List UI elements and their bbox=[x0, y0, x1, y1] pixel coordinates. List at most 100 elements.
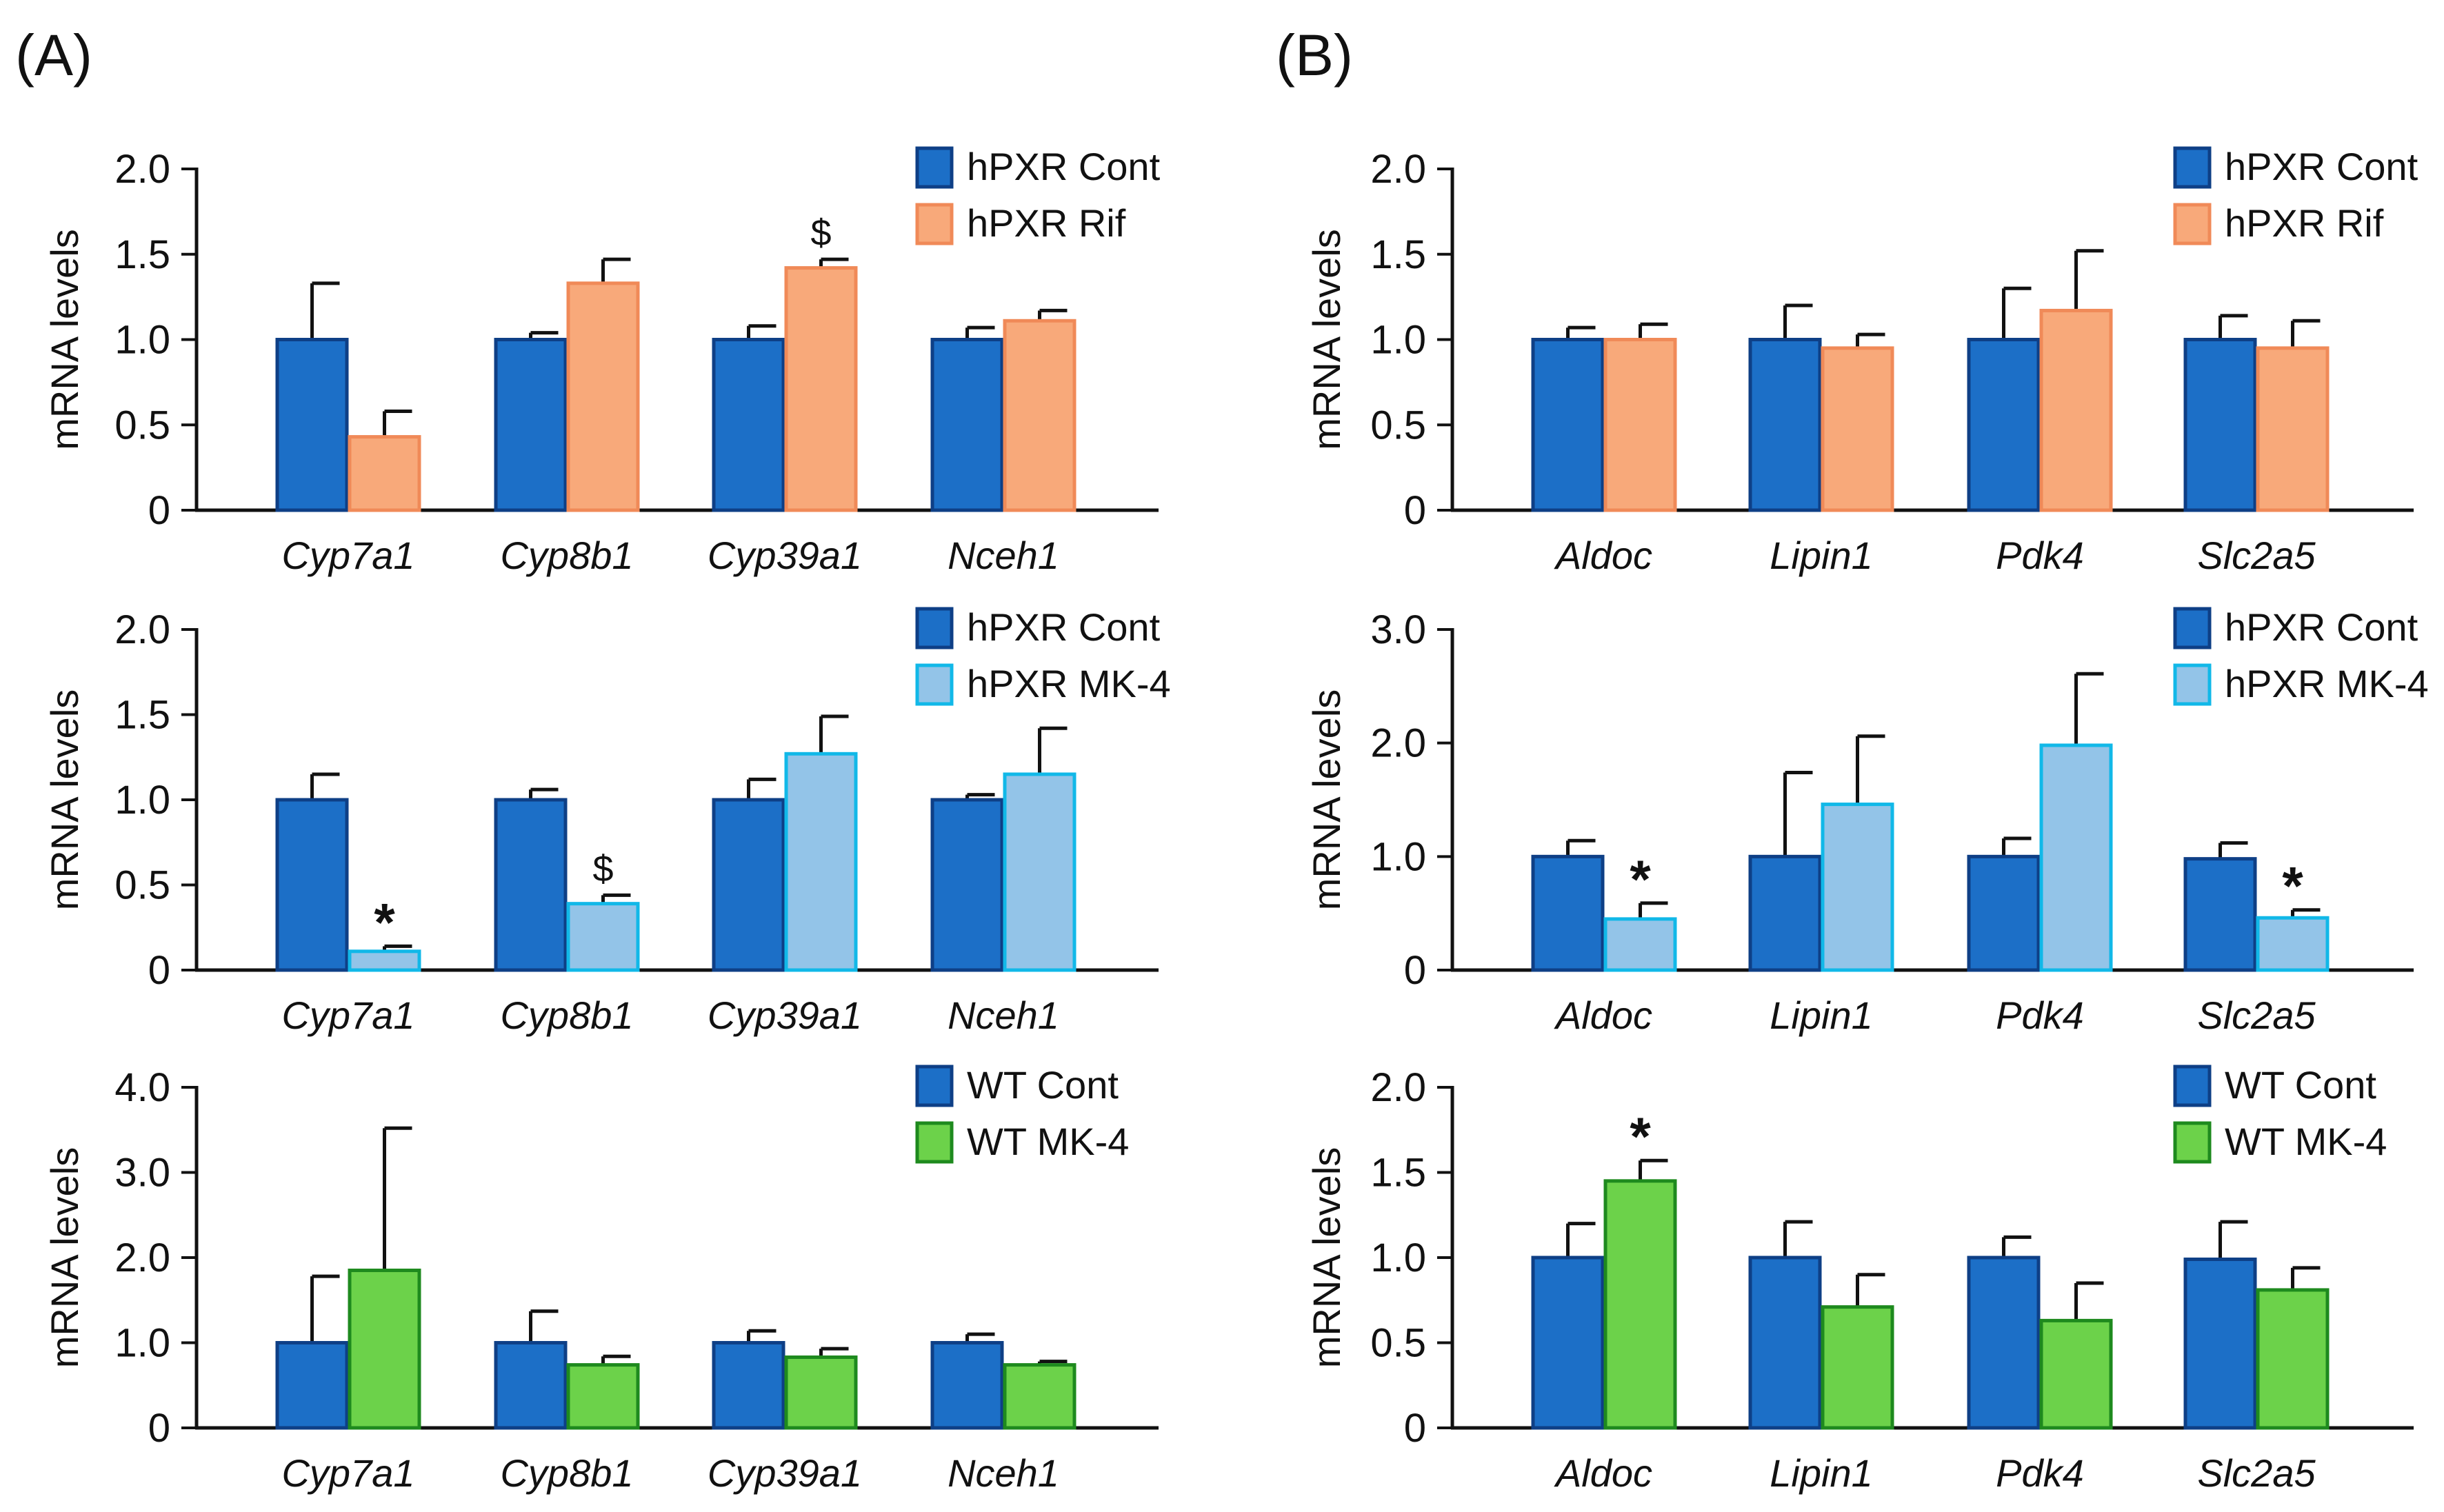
chart-b1-legend-swatch-rif bbox=[2173, 203, 2212, 245]
chart-b3-bar-cont bbox=[1967, 1256, 2041, 1430]
chart-b2-bar-cont bbox=[1748, 854, 1822, 972]
chart-b2-legend-label: hPXR Cont bbox=[2225, 605, 2418, 649]
chart-a2-legend-swatch-cont bbox=[915, 607, 954, 649]
chart-b2-category-label: Lipin1 bbox=[1770, 994, 1872, 1037]
chart-a2-significance-mark: * bbox=[374, 891, 395, 952]
chart-b1-bar-cont bbox=[1531, 338, 1605, 512]
chart-a1-legend-swatch-cont bbox=[915, 146, 954, 189]
chart-b2-significance-mark: * bbox=[2282, 856, 2303, 916]
chart-b2-category-label: Pdk4 bbox=[1996, 994, 2084, 1037]
chart-a1-significance-mark: $ bbox=[810, 212, 831, 254]
chart-b2-legend-swatch-cont bbox=[2173, 607, 2212, 649]
chart-a2-bar-mk4 bbox=[566, 902, 640, 972]
chart-b2-legend-label: hPXR MK-4 bbox=[2225, 662, 2429, 705]
chart-b2-ytick-label: 0 bbox=[1404, 948, 1426, 993]
chart-a1-legend-label: hPXR Cont bbox=[967, 145, 1161, 188]
chart-b1-bar-rif bbox=[1821, 346, 1894, 512]
chart-b3-bar-wt bbox=[1603, 1179, 1677, 1430]
chart-a3-ytick-label: 2.0 bbox=[114, 1236, 170, 1280]
chart-b1-bar-cont bbox=[2183, 338, 2257, 512]
chart-a3-ytick-label: 1.0 bbox=[114, 1321, 170, 1366]
chart-a3-ytick-label: 4.0 bbox=[114, 1065, 170, 1110]
chart-b3-legend-swatch-wt bbox=[2173, 1121, 2212, 1164]
chart-a3-bar-wt bbox=[566, 1363, 640, 1430]
chart-a3-category-label: Cyp39a1 bbox=[708, 1451, 862, 1495]
chart-a2-category-label: Cyp8b1 bbox=[500, 994, 633, 1037]
chart-b2-bar-mk4 bbox=[2039, 743, 2113, 972]
chart-b2-category-label: Slc2a5 bbox=[2197, 994, 2316, 1037]
chart-b2-legend-swatch-mk4 bbox=[2173, 663, 2212, 706]
chart-a1-bar-rif bbox=[1003, 319, 1076, 512]
chart-b1-bar-cont bbox=[1967, 338, 2041, 512]
chart-b3-ytick-label: 1.0 bbox=[1370, 1236, 1426, 1280]
chart-b1-ytick-label: 0 bbox=[1404, 488, 1426, 533]
chart-a1-bar-rif bbox=[784, 266, 858, 512]
chart-a3-legend-label: WT Cont bbox=[967, 1063, 1119, 1107]
chart-b3-ytick-label: 1.5 bbox=[1370, 1151, 1426, 1196]
chart-a2-ytick-label: 1.0 bbox=[114, 778, 170, 823]
chart-a3-bar-wt bbox=[1003, 1363, 1076, 1430]
chart-a3: 0 1.0 2.0 3.0 4.0 mRNA levels Cyp7a1 Cyp8b1 Cyp3… bbox=[43, 1063, 1159, 1495]
chart-b3-ytick-label: 2.0 bbox=[1370, 1065, 1426, 1110]
chart-a2-ytick-label: 2.0 bbox=[114, 607, 170, 652]
chart-a2-category-label: Cyp7a1 bbox=[281, 994, 414, 1037]
chart-b2-bar-mk4 bbox=[1821, 803, 1894, 972]
chart-a3-bar-cont bbox=[930, 1341, 1004, 1430]
chart-a3-legend-swatch-cont bbox=[915, 1065, 954, 1107]
chart-a1-bar-cont bbox=[930, 338, 1004, 512]
chart-b2: 0 1.0 2.0 3.0 mRNA levels Aldoc Lipin1 Pdk4 Slc2… bbox=[1305, 605, 2429, 1037]
chart-a1-category-label: Cyp8b1 bbox=[500, 534, 633, 577]
chart-a3-bar-cont bbox=[275, 1341, 349, 1430]
chart-b2-bar-cont bbox=[1531, 854, 1605, 972]
chart-b3-category-label: Lipin1 bbox=[1770, 1451, 1872, 1495]
chart-b3-bar-wt bbox=[1821, 1305, 1894, 1430]
chart-b1-ytick-label: 2.0 bbox=[1370, 147, 1426, 192]
chart-a1-bar-rif bbox=[566, 281, 640, 512]
chart-b1-legend-label: hPXR Cont bbox=[2225, 145, 2418, 188]
chart-a2-ytick-label: 0 bbox=[148, 948, 170, 993]
chart-a2-legend-label: hPXR MK-4 bbox=[967, 662, 1171, 705]
chart-a1-y-label: mRNA levels bbox=[43, 229, 86, 450]
chart-a3-bar-cont bbox=[712, 1341, 785, 1430]
chart-b1-category-label: Slc2a5 bbox=[2197, 534, 2316, 577]
chart-b1-legend-label: hPXR Rif bbox=[2225, 201, 2384, 245]
chart-a1-bar-cont bbox=[494, 338, 568, 512]
chart-a2-bar-mk4 bbox=[348, 949, 421, 972]
chart-b2-bar-mk4 bbox=[2256, 916, 2330, 972]
chart-a3-ytick-label: 0 bbox=[148, 1406, 170, 1451]
chart-b1-bar-rif bbox=[1603, 338, 1677, 512]
chart-b2-category-label: Aldoc bbox=[1554, 994, 1652, 1037]
chart-a1-legend-swatch-rif bbox=[915, 203, 954, 245]
chart-b1-category-label: Lipin1 bbox=[1770, 534, 1872, 577]
chart-a3-bar-cont bbox=[494, 1341, 568, 1430]
chart-a2-category-label: Nceh1 bbox=[948, 994, 1059, 1037]
chart-a1-category-label: Nceh1 bbox=[948, 534, 1059, 577]
chart-a1-category-label: Cyp7a1 bbox=[281, 534, 414, 577]
chart-a2-bar-cont bbox=[494, 798, 568, 972]
chart-b2-ytick-label: 2.0 bbox=[1370, 721, 1426, 766]
chart-a3-y-label: mRNA levels bbox=[43, 1147, 86, 1369]
chart-b2-significance-mark: * bbox=[1630, 849, 1651, 909]
chart-b3-legend-label: WT MK-4 bbox=[2225, 1120, 2387, 1163]
chart-a3-bar-wt bbox=[784, 1355, 858, 1430]
chart-a3-category-label: Cyp7a1 bbox=[281, 1451, 414, 1495]
chart-a3-legend-label: WT MK-4 bbox=[967, 1120, 1129, 1163]
chart-a2-y-label: mRNA levels bbox=[43, 689, 86, 911]
chart-a2: 0 0.5 1.0 1.5 2.0 mRNA levels Cyp7a1 Cyp8b1 Cyp3… bbox=[43, 605, 1171, 1037]
chart-a2-bar-cont bbox=[930, 798, 1004, 972]
chart-a1-bar-rif bbox=[348, 435, 421, 512]
chart-a2-bar-cont bbox=[712, 798, 785, 972]
chart-b1-category-label: Aldoc bbox=[1554, 534, 1652, 577]
chart-b3-category-label: Aldoc bbox=[1554, 1451, 1652, 1495]
chart-a2-ytick-label: 1.5 bbox=[114, 693, 170, 738]
chart-a1-bar-cont bbox=[712, 338, 785, 512]
chart-b2-bar-mk4 bbox=[1603, 917, 1677, 972]
chart-b3-ytick-label: 0 bbox=[1404, 1406, 1426, 1451]
chart-b3: 0 0.5 1.0 1.5 2.0 mRNA levels Aldoc Lipin1 Pdk4 S… bbox=[1305, 1063, 2414, 1495]
chart-a1: 0 0.5 1.0 1.5 2.0 mRNA levels Cyp7a1 Cyp8b1 Cyp3… bbox=[43, 145, 1161, 577]
chart-a1-ytick-label: 1.0 bbox=[114, 318, 170, 363]
chart-a2-legend-swatch-mk4 bbox=[915, 663, 954, 706]
chart-b3-bar-cont bbox=[1748, 1256, 1822, 1430]
